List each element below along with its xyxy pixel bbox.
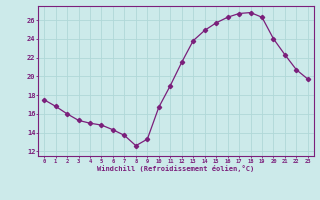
X-axis label: Windchill (Refroidissement éolien,°C): Windchill (Refroidissement éolien,°C)	[97, 165, 255, 172]
